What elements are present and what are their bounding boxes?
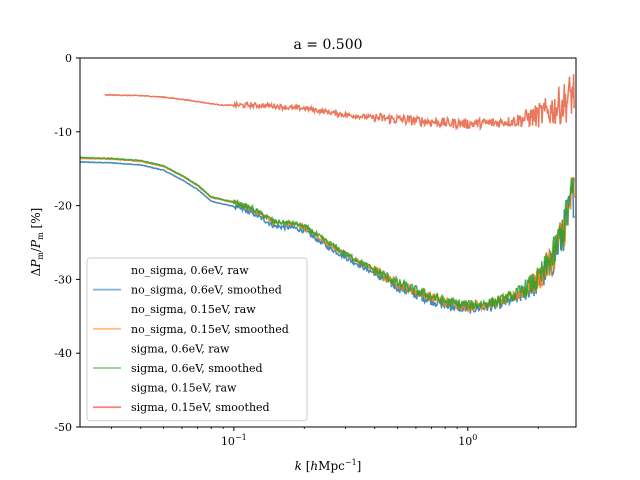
legend-label: no_sigma, 0.15eV, smoothed <box>131 323 289 336</box>
y-tick-label: 0 <box>65 52 72 65</box>
plot-frame <box>79 57 577 428</box>
y-tick-label: -30 <box>54 273 72 286</box>
legend-label: no_sigma, 0.15eV, raw <box>131 303 256 316</box>
y-tick-label: -20 <box>54 200 72 213</box>
legend-label: no_sigma, 0.6eV, raw <box>131 264 249 277</box>
legend-label: sigma, 0.15eV, smoothed <box>131 401 270 414</box>
legend-label: sigma, 0.6eV, raw <box>131 342 230 355</box>
legend-label: sigma, 0.6eV, smoothed <box>131 362 263 375</box>
series-layer <box>80 74 575 314</box>
x-tick-label: 10−1 <box>221 433 247 448</box>
y-axis: 0 -10 -20 -30 -40 -50 <box>54 52 80 434</box>
y-tick-label: -50 <box>54 421 72 434</box>
x-axis: 10−1 100 <box>111 427 539 448</box>
y-tick-label: -40 <box>54 347 72 360</box>
series-line <box>80 156 575 310</box>
legend-label: sigma, 0.15eV, raw <box>131 382 237 395</box>
x-tick-label: 100 <box>458 433 477 448</box>
legend-box <box>86 257 308 422</box>
legend-label: no_sigma, 0.6eV, smoothed <box>131 284 282 297</box>
y-axis-label: ΔPm/Pm [%] <box>29 208 45 277</box>
chart-title: a = 0.500 <box>293 37 362 53</box>
y-tick-label: -10 <box>54 126 72 139</box>
x-axis-label: k [hMpc−1] <box>295 458 362 473</box>
legend: no_sigma, 0.6eV, raw no_sigma, 0.6eV, smo… <box>86 257 308 422</box>
series-line <box>104 74 575 132</box>
